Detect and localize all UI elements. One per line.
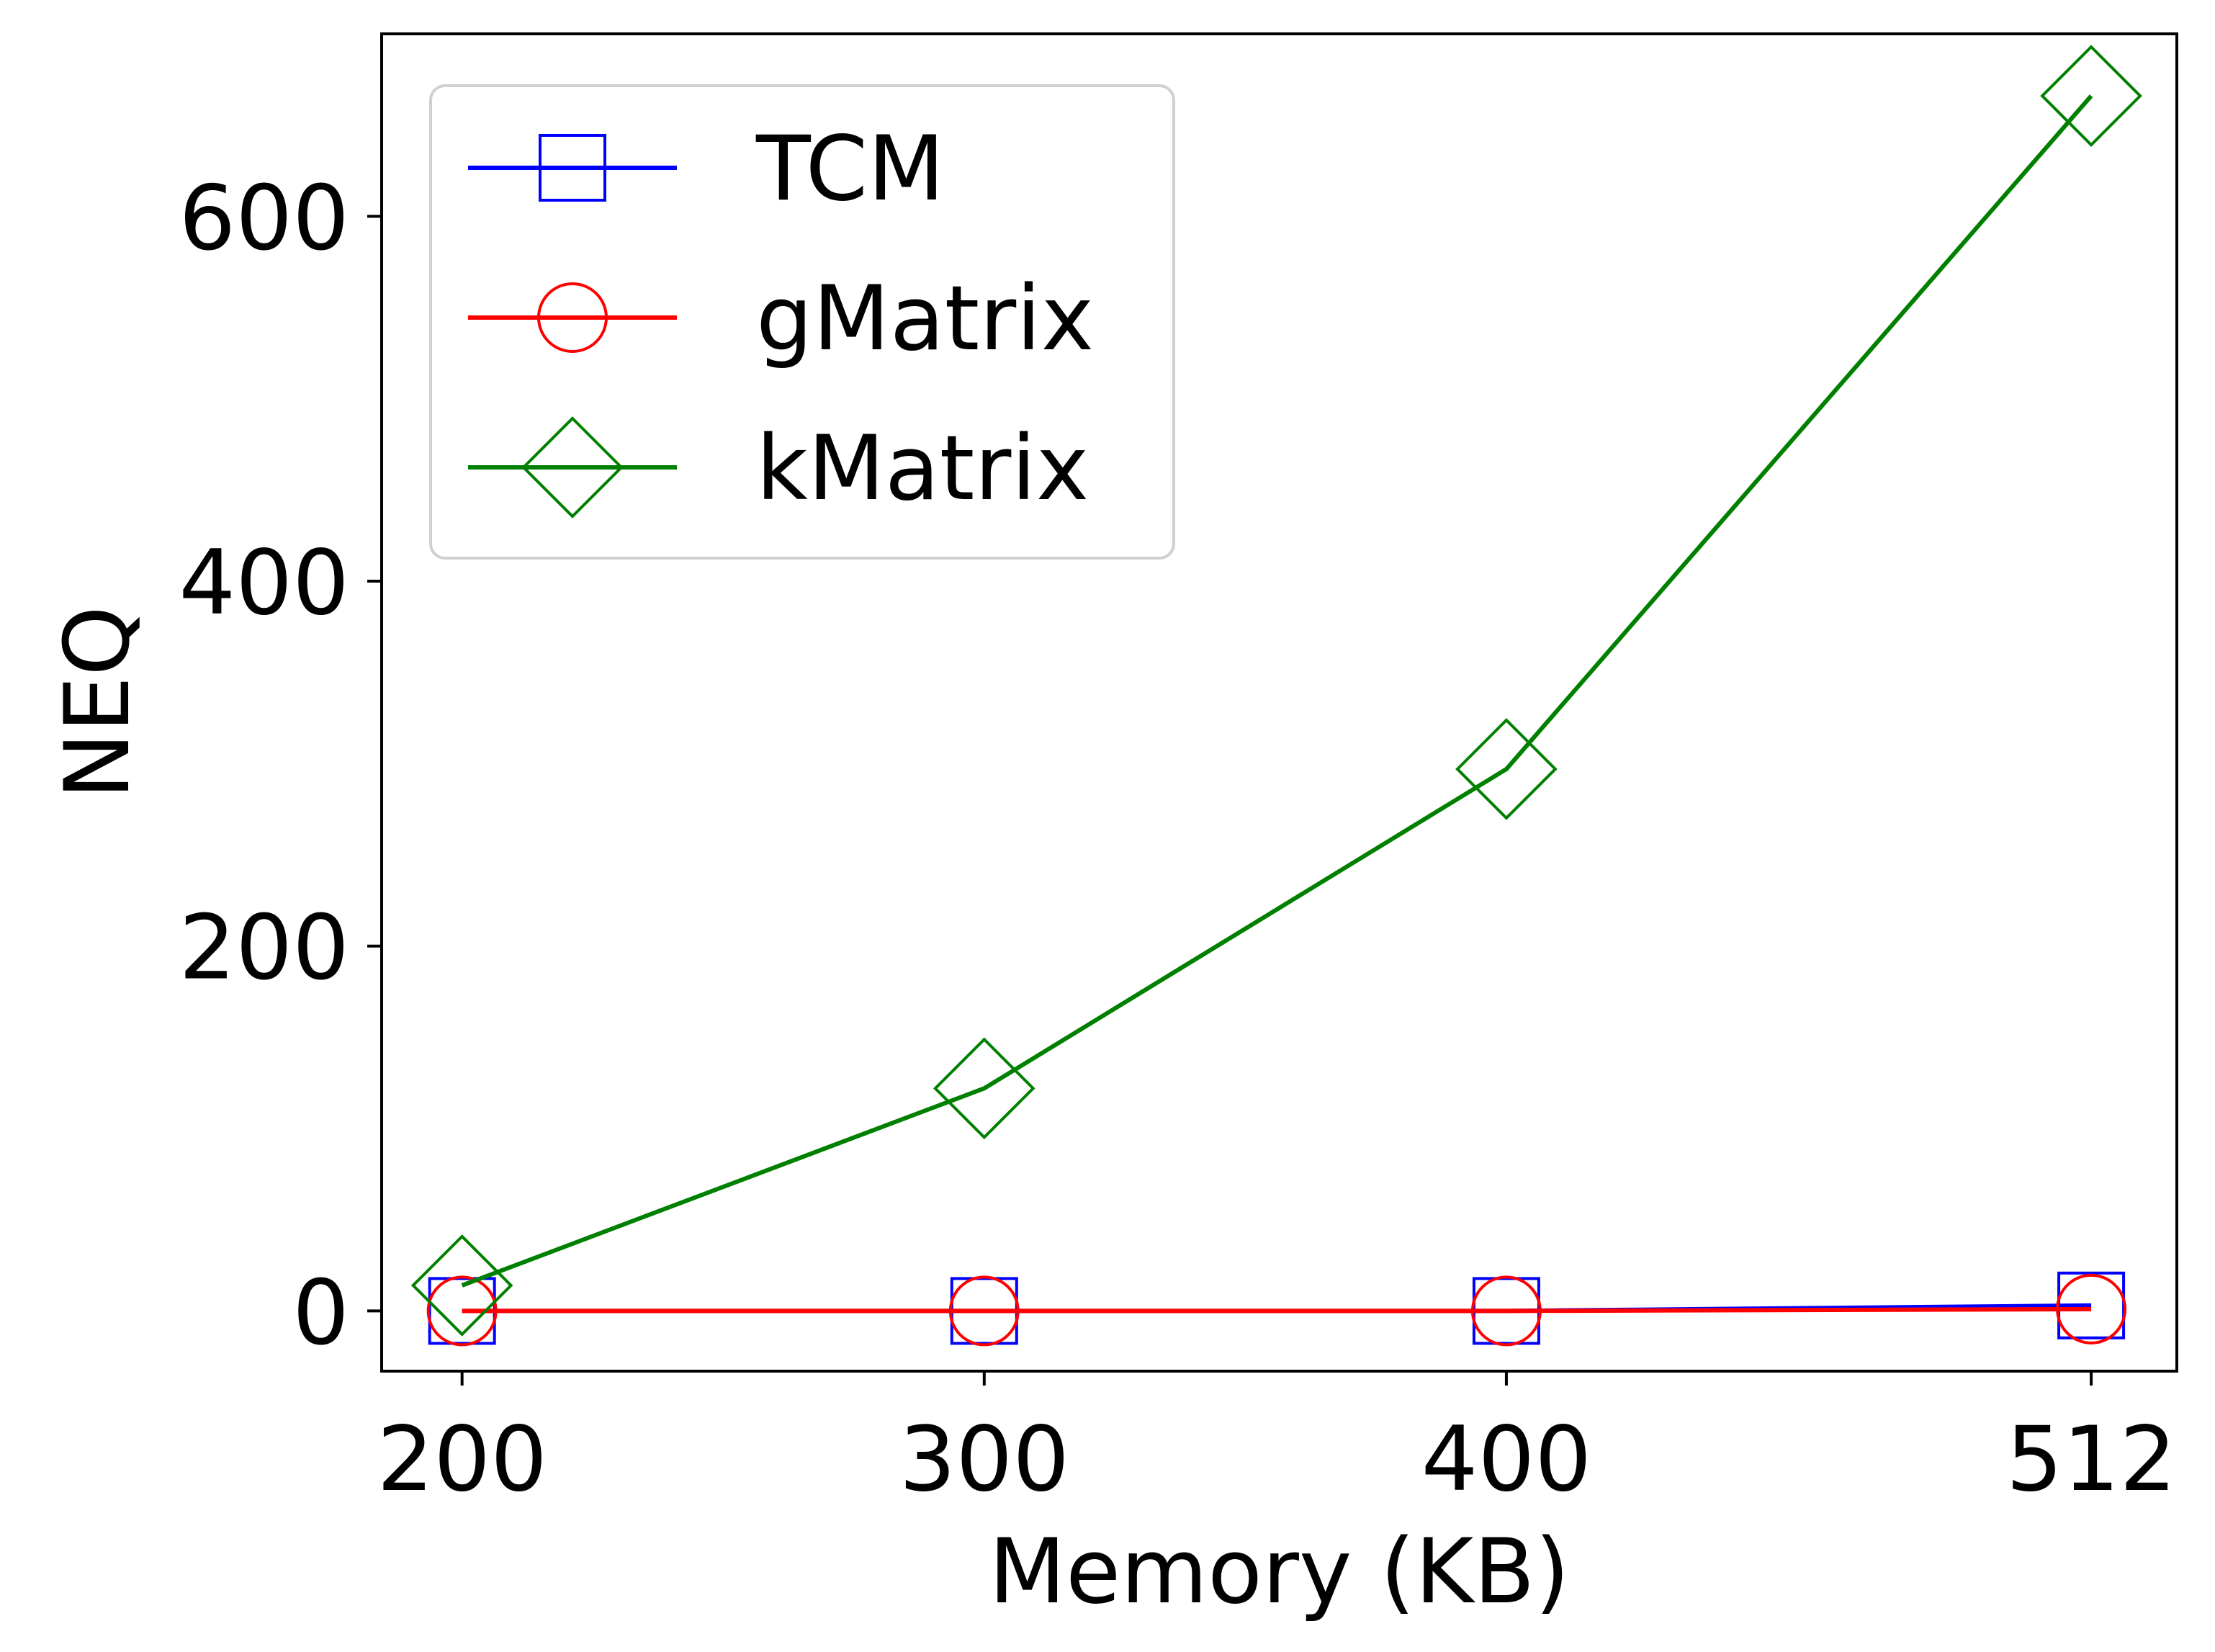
series-line-kmatrix [461,94,2093,1288]
legend-item-tcm: TCM [468,117,945,221]
legend-marker-tcm [539,134,606,202]
x-axis-label: Memory (KB) [989,1520,1570,1624]
legend-marker-kmatrix [521,416,624,519]
y-tick-label: 600 [179,166,349,270]
plot-frame [380,32,2178,1373]
y-tick-label: 200 [179,897,349,1000]
legend: TCM gMatrix kMatrix [429,84,1175,560]
x-tick-label: 512 [2006,1408,2177,1512]
legend-box [429,84,1175,560]
x-tick-label: 200 [377,1408,547,1512]
series-layer [410,45,2142,1347]
x-axis: 200 300 400 512 [377,1371,2176,1512]
y-tick-label: 0 [292,1261,349,1365]
data-point-kmatrix [2040,45,2142,147]
legend-label-tcm: TCM [755,117,945,221]
data-point-kmatrix [933,1037,1035,1140]
y-axis: 0 200 400 600 [179,166,382,1365]
data-point-gmatrix [426,1275,498,1347]
data-point-kmatrix [410,1234,513,1337]
legend-item-gmatrix: gMatrix [468,267,1094,371]
x-tick-label: 300 [899,1408,1069,1512]
series-kmatrix [410,45,2142,1337]
legend-marker-gmatrix [537,282,608,353]
data-point-gmatrix [948,1275,1020,1347]
data-point-kmatrix [1455,718,1558,820]
series-line-gmatrix [462,1306,2092,1314]
x-tick-label: 400 [1421,1408,1592,1512]
y-axis-label: NEQ [46,606,150,799]
y-tick-label: 400 [179,531,349,635]
legend-label-kmatrix: kMatrix [756,417,1089,521]
legend-label-gmatrix: gMatrix [756,267,1094,371]
data-point-gmatrix [2056,1273,2127,1345]
series-gmatrix [426,1273,2127,1347]
legend-item-kmatrix: kMatrix [468,416,1089,521]
data-point-gmatrix [1470,1275,1542,1347]
